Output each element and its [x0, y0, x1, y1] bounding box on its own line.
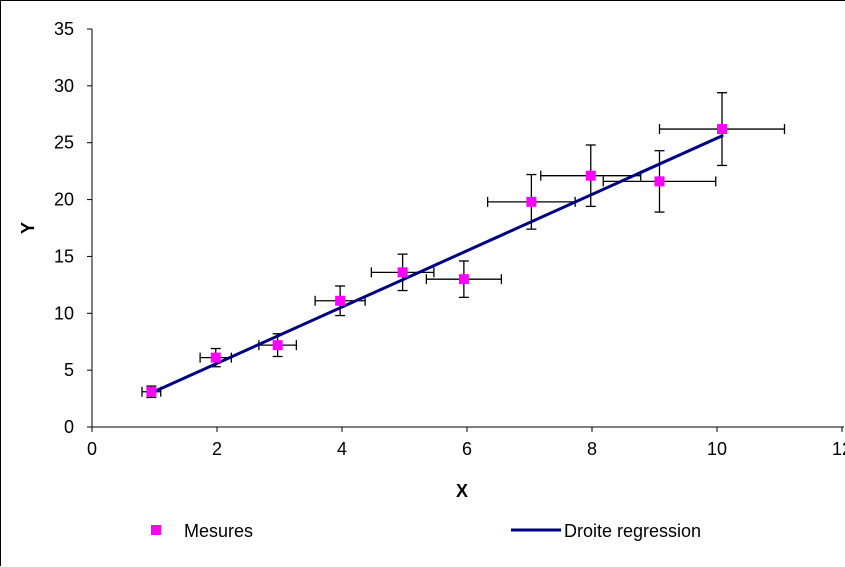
x-tick-label: 6 [462, 439, 472, 459]
axes: 0 2 4 6 8 10 12 0 5 10 15 20 25 30 35 [54, 19, 845, 459]
y-tick-label: 5 [64, 360, 74, 380]
data-point [335, 295, 346, 306]
x-tick-label: 10 [707, 439, 727, 459]
x-tick-label: 0 [87, 439, 97, 459]
data-point [210, 352, 221, 363]
error-bars [141, 92, 786, 399]
data-point [526, 196, 537, 207]
data-point [397, 267, 408, 278]
data-point [717, 124, 727, 135]
y-tick-label: 10 [54, 303, 74, 323]
regression-line-group [149, 134, 724, 395]
x-tick-label: 4 [337, 439, 347, 459]
data-point [146, 386, 157, 397]
x-axis-title: X [456, 481, 468, 501]
y-tick-label: 20 [54, 190, 74, 210]
y-tick-label: 30 [54, 76, 74, 96]
y-tick-label: 35 [54, 19, 74, 39]
y-axis-title: Y [18, 222, 38, 234]
data-point [272, 340, 283, 351]
legend: Mesures Droite regression [151, 521, 701, 541]
legend-marker-mesures [151, 525, 161, 535]
legend-label-regression: Droite regression [564, 521, 701, 541]
data-point [654, 176, 665, 187]
data-point [585, 170, 596, 181]
data-points [146, 124, 727, 397]
x-tick-label: 12 [832, 439, 845, 459]
legend-label-mesures: Mesures [184, 521, 253, 541]
y-tick-label: 15 [54, 246, 74, 266]
y-tick-label: 25 [54, 133, 74, 153]
y-tick-label: 0 [64, 417, 74, 437]
x-tick-label: 2 [212, 439, 222, 459]
x-tick-label: 8 [587, 439, 597, 459]
regression-line [149, 134, 724, 395]
data-point [458, 274, 469, 285]
